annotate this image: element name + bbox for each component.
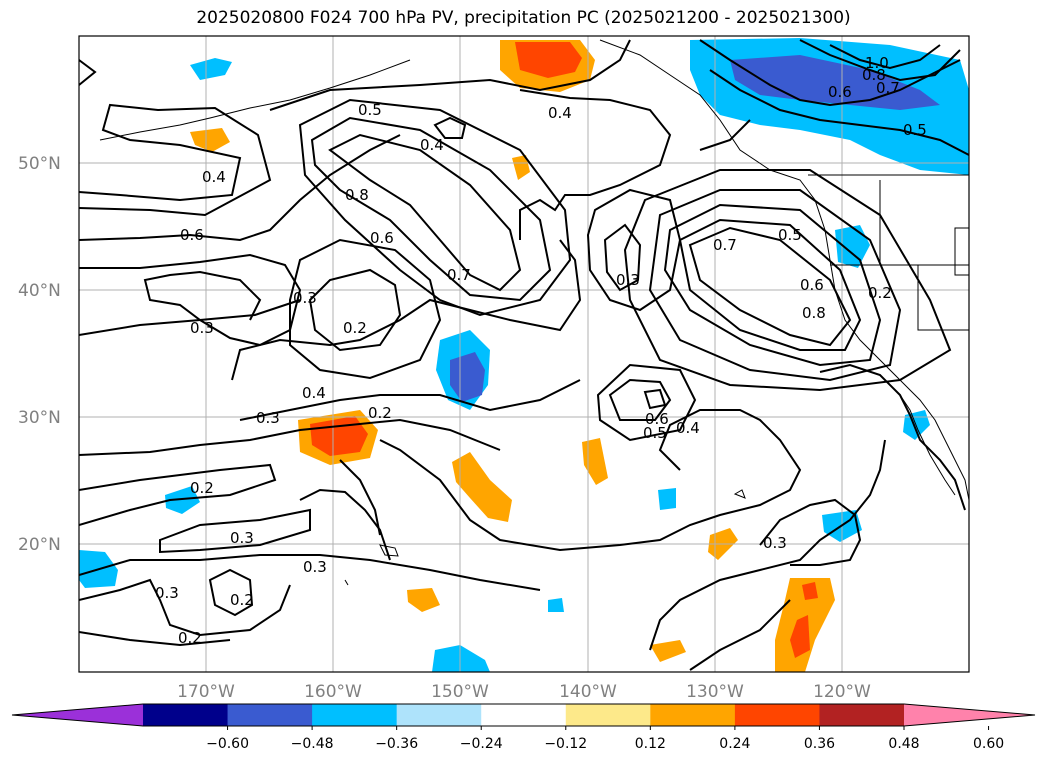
precip-blob: [165, 486, 200, 514]
lat-label: 20°N: [18, 535, 61, 555]
lat-label: 30°N: [18, 408, 61, 428]
contour-label: 0.3: [256, 409, 280, 427]
contour-label: 0.4: [302, 384, 326, 402]
contour-label: 0.5: [903, 121, 927, 139]
contour-label: 0.4: [676, 419, 700, 437]
contour-label: 0.7: [447, 266, 471, 284]
contour-label: 0.2: [368, 404, 392, 422]
colorbar-segment: [396, 704, 482, 726]
lon-label: 150°W: [431, 682, 489, 702]
pv-contours: [79, 39, 969, 671]
contour-label: 0.6: [370, 229, 394, 247]
contour-label: 0.7: [713, 236, 737, 254]
contour-label: 0.6: [180, 226, 204, 244]
precip-blob: [310, 416, 368, 456]
precip-blob: [548, 598, 564, 612]
colorbar-tick-label: −0.24: [460, 736, 503, 752]
colorbar-segment: [650, 704, 736, 726]
precip-blob: [190, 128, 230, 152]
precip-blob: [650, 640, 686, 662]
lat-label: 50°N: [18, 154, 61, 174]
colorbar-tick-label: 0.48: [888, 736, 919, 752]
contour-label: 0.6: [800, 276, 824, 294]
lon-label: 120°W: [813, 682, 871, 702]
contour-label: 0.3: [155, 584, 179, 602]
longitude-labels: 170°W 160°W 150°W 140°W 130°W 120°W: [177, 682, 871, 702]
colorbar-extend-high: [904, 704, 1035, 726]
lat-label: 40°N: [18, 281, 61, 301]
precip-blob: [835, 225, 870, 268]
latitude-labels: 50°N 40°N 30°N 20°N: [18, 154, 61, 555]
contour-label: 0.8: [862, 66, 886, 84]
contour-label: 0.6: [828, 83, 852, 101]
map-title: 2025020800 F024 700 hPa PV, precipitatio…: [196, 8, 851, 28]
contour-label: 0.4: [202, 168, 226, 186]
contour-label: 0.4: [420, 136, 444, 154]
precip-blob: [515, 42, 582, 78]
colorbar-tick-label: 0.36: [804, 736, 835, 752]
colorbar-extend-low: [12, 704, 143, 726]
lon-label: 140°W: [559, 682, 617, 702]
colorbar-segment: [734, 704, 820, 726]
contour-label: 0.3: [303, 558, 327, 576]
contour-label: 0.5: [358, 101, 382, 119]
contour-label: 0.2: [178, 629, 202, 647]
contour-label: 0.3: [293, 289, 317, 307]
colorbar-tick-label: −0.12: [544, 736, 587, 752]
colorbar-tick-label: 0.24: [719, 736, 750, 752]
contour-label: 0.3: [190, 319, 214, 337]
colorbar-tick-label: 0.60: [973, 736, 1004, 752]
contour-label: 0.2: [190, 479, 214, 497]
contour-label: 0.3: [616, 271, 640, 289]
lon-label: 170°W: [177, 682, 235, 702]
colorbar-segment: [143, 704, 229, 726]
colorbar-tick-label: −0.36: [375, 736, 418, 752]
precip-shading: [79, 38, 969, 672]
precip-blob: [730, 55, 940, 110]
contour-label: 0.7: [876, 79, 900, 97]
graticule: [79, 36, 969, 672]
precip-blob: [452, 452, 512, 522]
colorbar-segment: [312, 704, 398, 726]
contour-label: 0.4: [548, 104, 572, 122]
precip-blob: [658, 488, 676, 510]
precip-blob: [432, 645, 490, 672]
contour-label: 0.5: [643, 424, 667, 442]
contour-labels: 1.0 0.8 0.7 0.6 0.5 0.5 0.4 0.4 0.4 0.6 …: [155, 54, 927, 647]
colorbar-outline: [11, 703, 1036, 727]
colorbar-tick-label: 0.12: [635, 736, 666, 752]
colorbar-segment: [227, 704, 313, 726]
precip-blob: [407, 588, 440, 612]
contour-label: 0.8: [345, 186, 369, 204]
contour-label: 0.2: [868, 284, 892, 302]
colorbar-segment: [819, 704, 905, 726]
precip-blob: [190, 58, 232, 80]
precip-blob: [512, 155, 530, 180]
colorbar-tick-label: −0.60: [206, 736, 249, 752]
colorbar-segment: [565, 704, 651, 726]
precip-blob: [450, 352, 485, 402]
contour-label: 0.6: [645, 410, 669, 428]
contour-label: 0.5: [778, 226, 802, 244]
colorbar-segment: [481, 704, 567, 726]
contour-label: 1.0: [865, 54, 889, 72]
contour-label: 0.3: [763, 534, 787, 552]
lon-label: 130°W: [686, 682, 744, 702]
map-frame: [78, 35, 970, 673]
contour-label: 0.2: [230, 591, 254, 609]
lon-label: 160°W: [304, 682, 362, 702]
precip-blob: [802, 582, 818, 600]
colorbar-tick-label: −0.48: [291, 736, 334, 752]
contour-label: 0.2: [343, 319, 367, 337]
contour-label: 0.3: [230, 529, 254, 547]
colorbar: −0.60 −0.48 −0.36 −0.24 −0.12 0.12 0.24 0.36 0.4…: [11, 703, 1036, 752]
precip-blob: [790, 615, 810, 658]
contour-label: 0.8: [802, 304, 826, 322]
